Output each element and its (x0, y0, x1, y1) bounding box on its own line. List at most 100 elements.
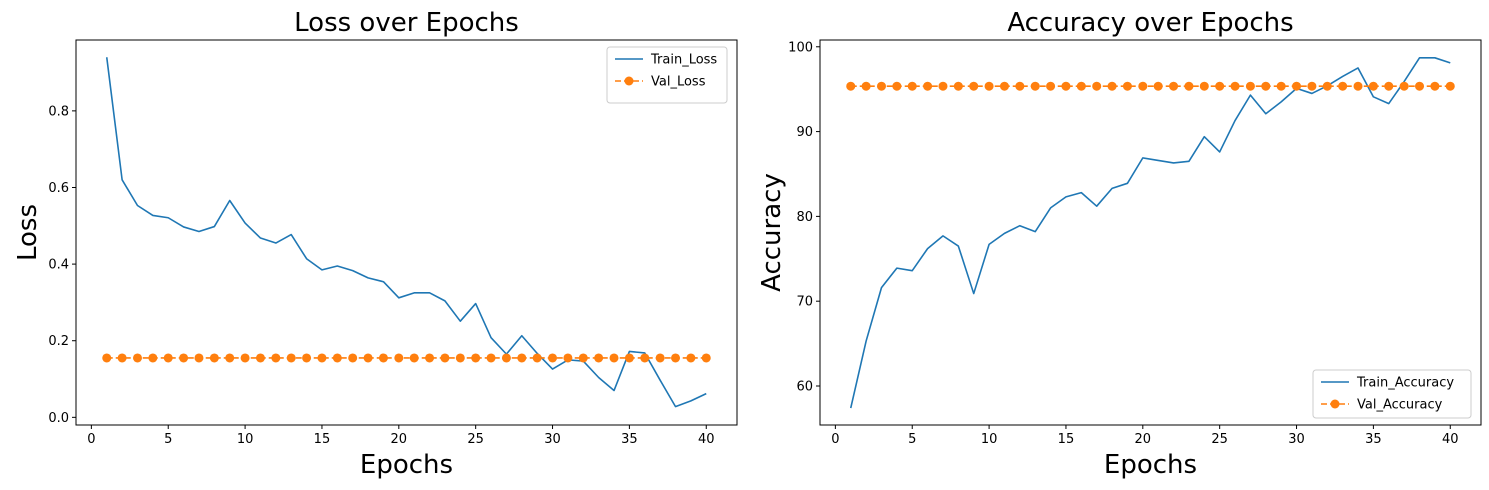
data-point (923, 81, 933, 91)
data-point (286, 353, 296, 363)
x-tick-label: 25 (467, 432, 484, 447)
data-point (117, 353, 127, 363)
legend-marker (624, 76, 634, 86)
x-tick-label: 0 (831, 432, 839, 447)
accuracy-chart: Accuracy over Epochs Epochs Accuracy 0 5 1… (757, 8, 1482, 480)
data-point (317, 353, 327, 363)
data-point (1184, 81, 1194, 91)
data-point (1015, 81, 1025, 91)
y-tick-label: 70 (796, 295, 813, 310)
data-point (501, 353, 511, 363)
data-point (1415, 81, 1425, 91)
x-tick-label: 15 (1058, 432, 1075, 447)
data-point (225, 353, 235, 363)
data-point (1384, 81, 1394, 91)
ticks: 0 5 10 15 20 25 30 35 40 0.0 0.2 0.4 0.6 0.8 (48, 104, 714, 447)
data-point (132, 353, 142, 363)
data-point (846, 81, 856, 91)
ticks: 0 5 10 15 20 25 30 35 40 60 70 80 90 100 (788, 40, 1458, 447)
series-line-train-loss (105, 57, 707, 408)
x-tick-label: 25 (1211, 432, 1228, 447)
data-point (892, 81, 902, 91)
data-point (486, 353, 496, 363)
x-tick-label: 35 (1365, 432, 1382, 447)
x-tick-label: 20 (391, 432, 408, 447)
x-tick-label: 40 (1442, 432, 1459, 447)
data-point (1261, 81, 1271, 91)
x-tick-label: 40 (698, 432, 715, 447)
legend: Train_Loss Val_Loss (606, 46, 728, 104)
data-point (240, 353, 250, 363)
legend-label: Train_Accuracy (1356, 376, 1454, 391)
data-point (1169, 81, 1179, 91)
data-point (471, 353, 481, 363)
legend: Train_Accuracy Val_Accuracy (1312, 369, 1472, 419)
x-tick-label: 35 (621, 432, 638, 447)
data-point (532, 353, 542, 363)
data-point (209, 353, 219, 363)
legend-label: Train_Loss (650, 53, 717, 68)
data-point (194, 353, 204, 363)
data-point (969, 81, 979, 91)
data-point (255, 353, 265, 363)
data-point (609, 353, 619, 363)
data-point (271, 353, 281, 363)
y-tick-label: 0.0 (48, 411, 69, 426)
legend-marker (1330, 399, 1340, 409)
data-point (999, 81, 1009, 91)
series-layer (102, 57, 711, 408)
x-tick-label: 30 (1288, 432, 1305, 447)
data-point (953, 81, 963, 91)
data-point (861, 81, 871, 91)
x-axis-label: Epochs (360, 450, 453, 480)
y-tick-label: 90 (796, 125, 813, 140)
y-axis-label: Accuracy (757, 173, 787, 292)
y-tick-label: 100 (788, 40, 813, 55)
chart-title: Loss over Epochs (294, 8, 519, 38)
data-point (179, 353, 189, 363)
series-layer (846, 57, 1455, 409)
legend-label: Val_Accuracy (1357, 398, 1443, 413)
plot-frame (75, 39, 738, 426)
data-point (594, 353, 604, 363)
data-point (1076, 81, 1086, 91)
plot-frame (819, 39, 1482, 426)
data-point (1338, 81, 1348, 91)
legend-label: Val_Loss (651, 75, 706, 90)
loss-chart: Loss over Epochs Epochs Loss 0 5 10 15 20 25 3… (13, 8, 738, 480)
chart-title: Accuracy over Epochs (1007, 8, 1293, 38)
data-point (425, 353, 435, 363)
data-point (907, 81, 917, 91)
data-point (1245, 81, 1255, 91)
data-point (1122, 81, 1132, 91)
data-point (624, 353, 634, 363)
data-point (1399, 81, 1409, 91)
data-point (938, 81, 948, 91)
x-tick-label: 10 (237, 432, 254, 447)
data-point (548, 353, 558, 363)
data-point (1092, 81, 1102, 91)
legend-box (1312, 369, 1472, 419)
data-point (1230, 81, 1240, 91)
data-point (686, 353, 696, 363)
data-point (1215, 81, 1225, 91)
y-tick-label: 0.8 (48, 104, 69, 119)
y-tick-label: 0.6 (48, 181, 69, 196)
data-point (1430, 81, 1440, 91)
y-axis-label: Loss (13, 204, 43, 261)
x-tick-label: 15 (314, 432, 331, 447)
data-point (1322, 81, 1332, 91)
x-tick-label: 10 (981, 432, 998, 447)
data-point (563, 353, 573, 363)
data-point (163, 353, 173, 363)
x-tick-label: 30 (544, 432, 561, 447)
data-point (1199, 81, 1209, 91)
data-point (1292, 81, 1302, 91)
data-point (148, 353, 158, 363)
data-point (1107, 81, 1117, 91)
data-point (701, 353, 711, 363)
data-point (876, 81, 886, 91)
data-point (409, 353, 419, 363)
x-tick-label: 0 (87, 432, 95, 447)
y-tick-label: 60 (796, 379, 813, 394)
